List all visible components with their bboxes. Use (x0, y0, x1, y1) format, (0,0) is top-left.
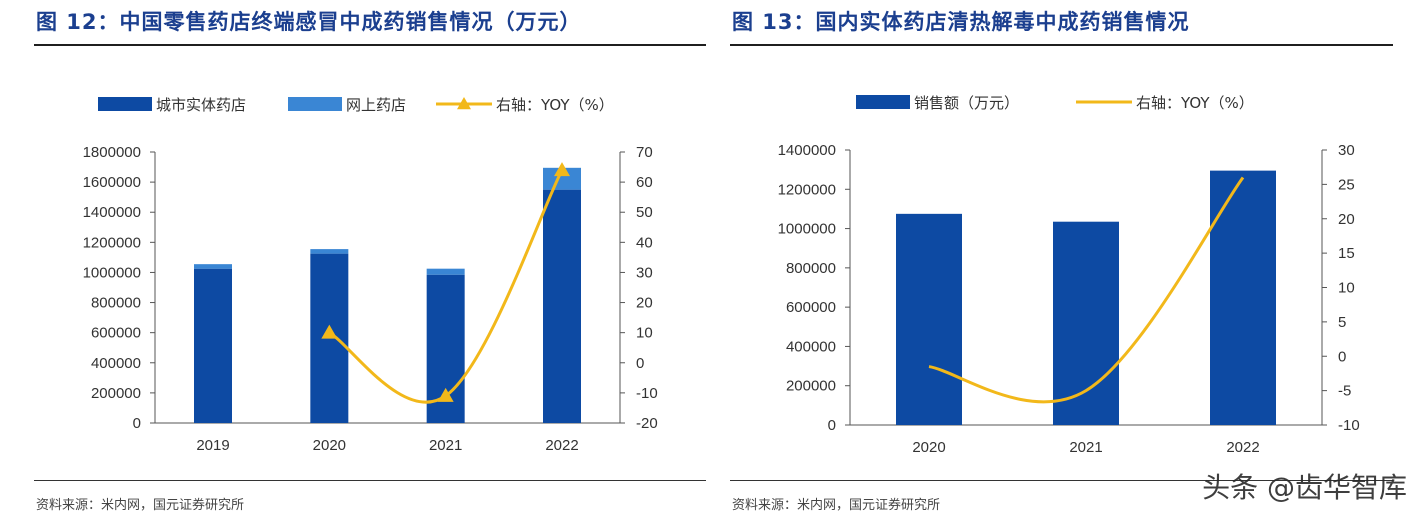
chart1-y-tick-label: 200000 (91, 385, 141, 402)
chart1-yoy-marker (437, 387, 454, 402)
right-bottom-rule (730, 480, 1393, 481)
chart1-y2-tick-label: 70 (636, 144, 653, 161)
chart1-y-tick-label: 1000000 (83, 264, 141, 281)
chart1-y2-tick-label: 10 (636, 325, 653, 342)
chart2-yoy-line (928, 176, 1245, 404)
right-source-note: 资料来源：米内网，国元证券研究所 (732, 498, 941, 513)
chart1-x-tick-label: 2021 (429, 437, 462, 454)
chart1-yoy-marker (554, 162, 570, 177)
chart2-y-tick-label: 400000 (786, 338, 836, 355)
chart1-legend-swatch (288, 97, 342, 111)
chart1-y2-tick-label: -20 (636, 415, 658, 432)
chart2-y2-tick-label: 30 (1338, 142, 1355, 159)
right-title-rule (730, 44, 1393, 46)
chart2-x-tick-label: 2020 (912, 439, 945, 456)
chart1-y-tick-label: 0 (133, 415, 141, 432)
chart1-legend-label: 右轴：YOY（%） (496, 96, 614, 114)
chart1-y2-tick-label: 60 (636, 174, 653, 191)
chart1-bar-secondary (194, 264, 232, 269)
chart2-y-tick-label: 0 (828, 417, 836, 434)
chart1-y-tick-label: 1200000 (83, 234, 141, 251)
left-title-rule (34, 44, 706, 46)
left-figure-title: 图 12：中国零售药店终端感冒中成药销售情况（万元） (36, 10, 582, 34)
chart1-bar-secondary (310, 249, 349, 254)
chart2-y-tick-label: 1000000 (778, 221, 836, 238)
chart2-y2-tick-label: 25 (1338, 176, 1355, 193)
chart1-x-tick-label: 2019 (196, 437, 229, 454)
right-figure-title: 图 13：国内实体药店清热解毒中成药销售情况 (732, 10, 1190, 34)
chart2-y2-tick-label: -10 (1338, 417, 1360, 434)
chart2-legend-label: 销售额（万元） (914, 94, 1019, 112)
chart2-legend-swatch (856, 95, 910, 109)
chart1-y-tick-label: 800000 (91, 295, 141, 312)
chart2-bar-primary (896, 213, 962, 425)
chart2-legend-label: 右轴：YOY（%） (1136, 94, 1254, 112)
left-bottom-rule (34, 480, 706, 481)
chart2-y-tick-label: 600000 (786, 299, 836, 316)
chart2-y-tick-label: 1400000 (778, 142, 836, 159)
chart1-bar-secondary (426, 268, 465, 275)
chart2-bar-primary (1210, 170, 1276, 425)
chart2-y-tick-label: 200000 (786, 378, 836, 395)
chart1-y2-tick-label: -10 (636, 385, 658, 402)
chart1-legend-label: 城市实体药店 (156, 96, 246, 114)
chart1-legend-label: 网上药店 (346, 96, 406, 114)
chart1-yoy-marker (321, 324, 338, 339)
chart2-x-tick-label: 2022 (1226, 439, 1259, 456)
watermark: 头条 @齿华智库 (1202, 471, 1407, 504)
chart2-y2-tick-label: 20 (1338, 211, 1355, 228)
chart2-y2-tick-label: 5 (1338, 314, 1346, 331)
chart2-y2-tick-label: -5 (1338, 383, 1351, 400)
chart1-y-tick-label: 1600000 (83, 174, 141, 191)
chart1-yoy-line (328, 169, 564, 404)
chart1-x-tick-label: 2020 (313, 437, 346, 454)
chart1-bar-primary (543, 189, 581, 423)
chart1-y-tick-label: 400000 (91, 355, 141, 372)
chart1-y2-tick-label: 0 (636, 355, 644, 372)
chart1-bar-secondary (543, 167, 581, 190)
chart1-bar-primary (194, 268, 232, 423)
chart1-y2-tick-label: 20 (636, 295, 653, 312)
chart2-bar-primary (1053, 221, 1119, 425)
chart1-y2-tick-label: 40 (636, 234, 653, 251)
chart1-y-tick-label: 600000 (91, 325, 141, 342)
chart2-y-tick-label: 1200000 (778, 181, 836, 198)
chart2-y2-tick-label: 10 (1338, 280, 1355, 297)
chart1-y-tick-label: 1400000 (83, 204, 141, 221)
left-source-note: 资料来源：米内网，国元证券研究所 (36, 498, 245, 513)
chart2-y2-tick-label: 15 (1338, 245, 1355, 262)
chart1-y-tick-label: 1800000 (83, 144, 141, 161)
chart1-legend-marker (457, 97, 471, 110)
chart1-legend-swatch (98, 97, 152, 111)
chart2-y2-tick-label: 0 (1338, 348, 1346, 365)
chart2-y-tick-label: 800000 (786, 260, 836, 277)
chart1-x-tick-label: 2022 (545, 437, 578, 454)
chart2-x-tick-label: 2021 (1069, 439, 1102, 456)
chart1-y2-tick-label: 30 (636, 264, 653, 281)
chart1-y2-tick-label: 50 (636, 204, 653, 221)
